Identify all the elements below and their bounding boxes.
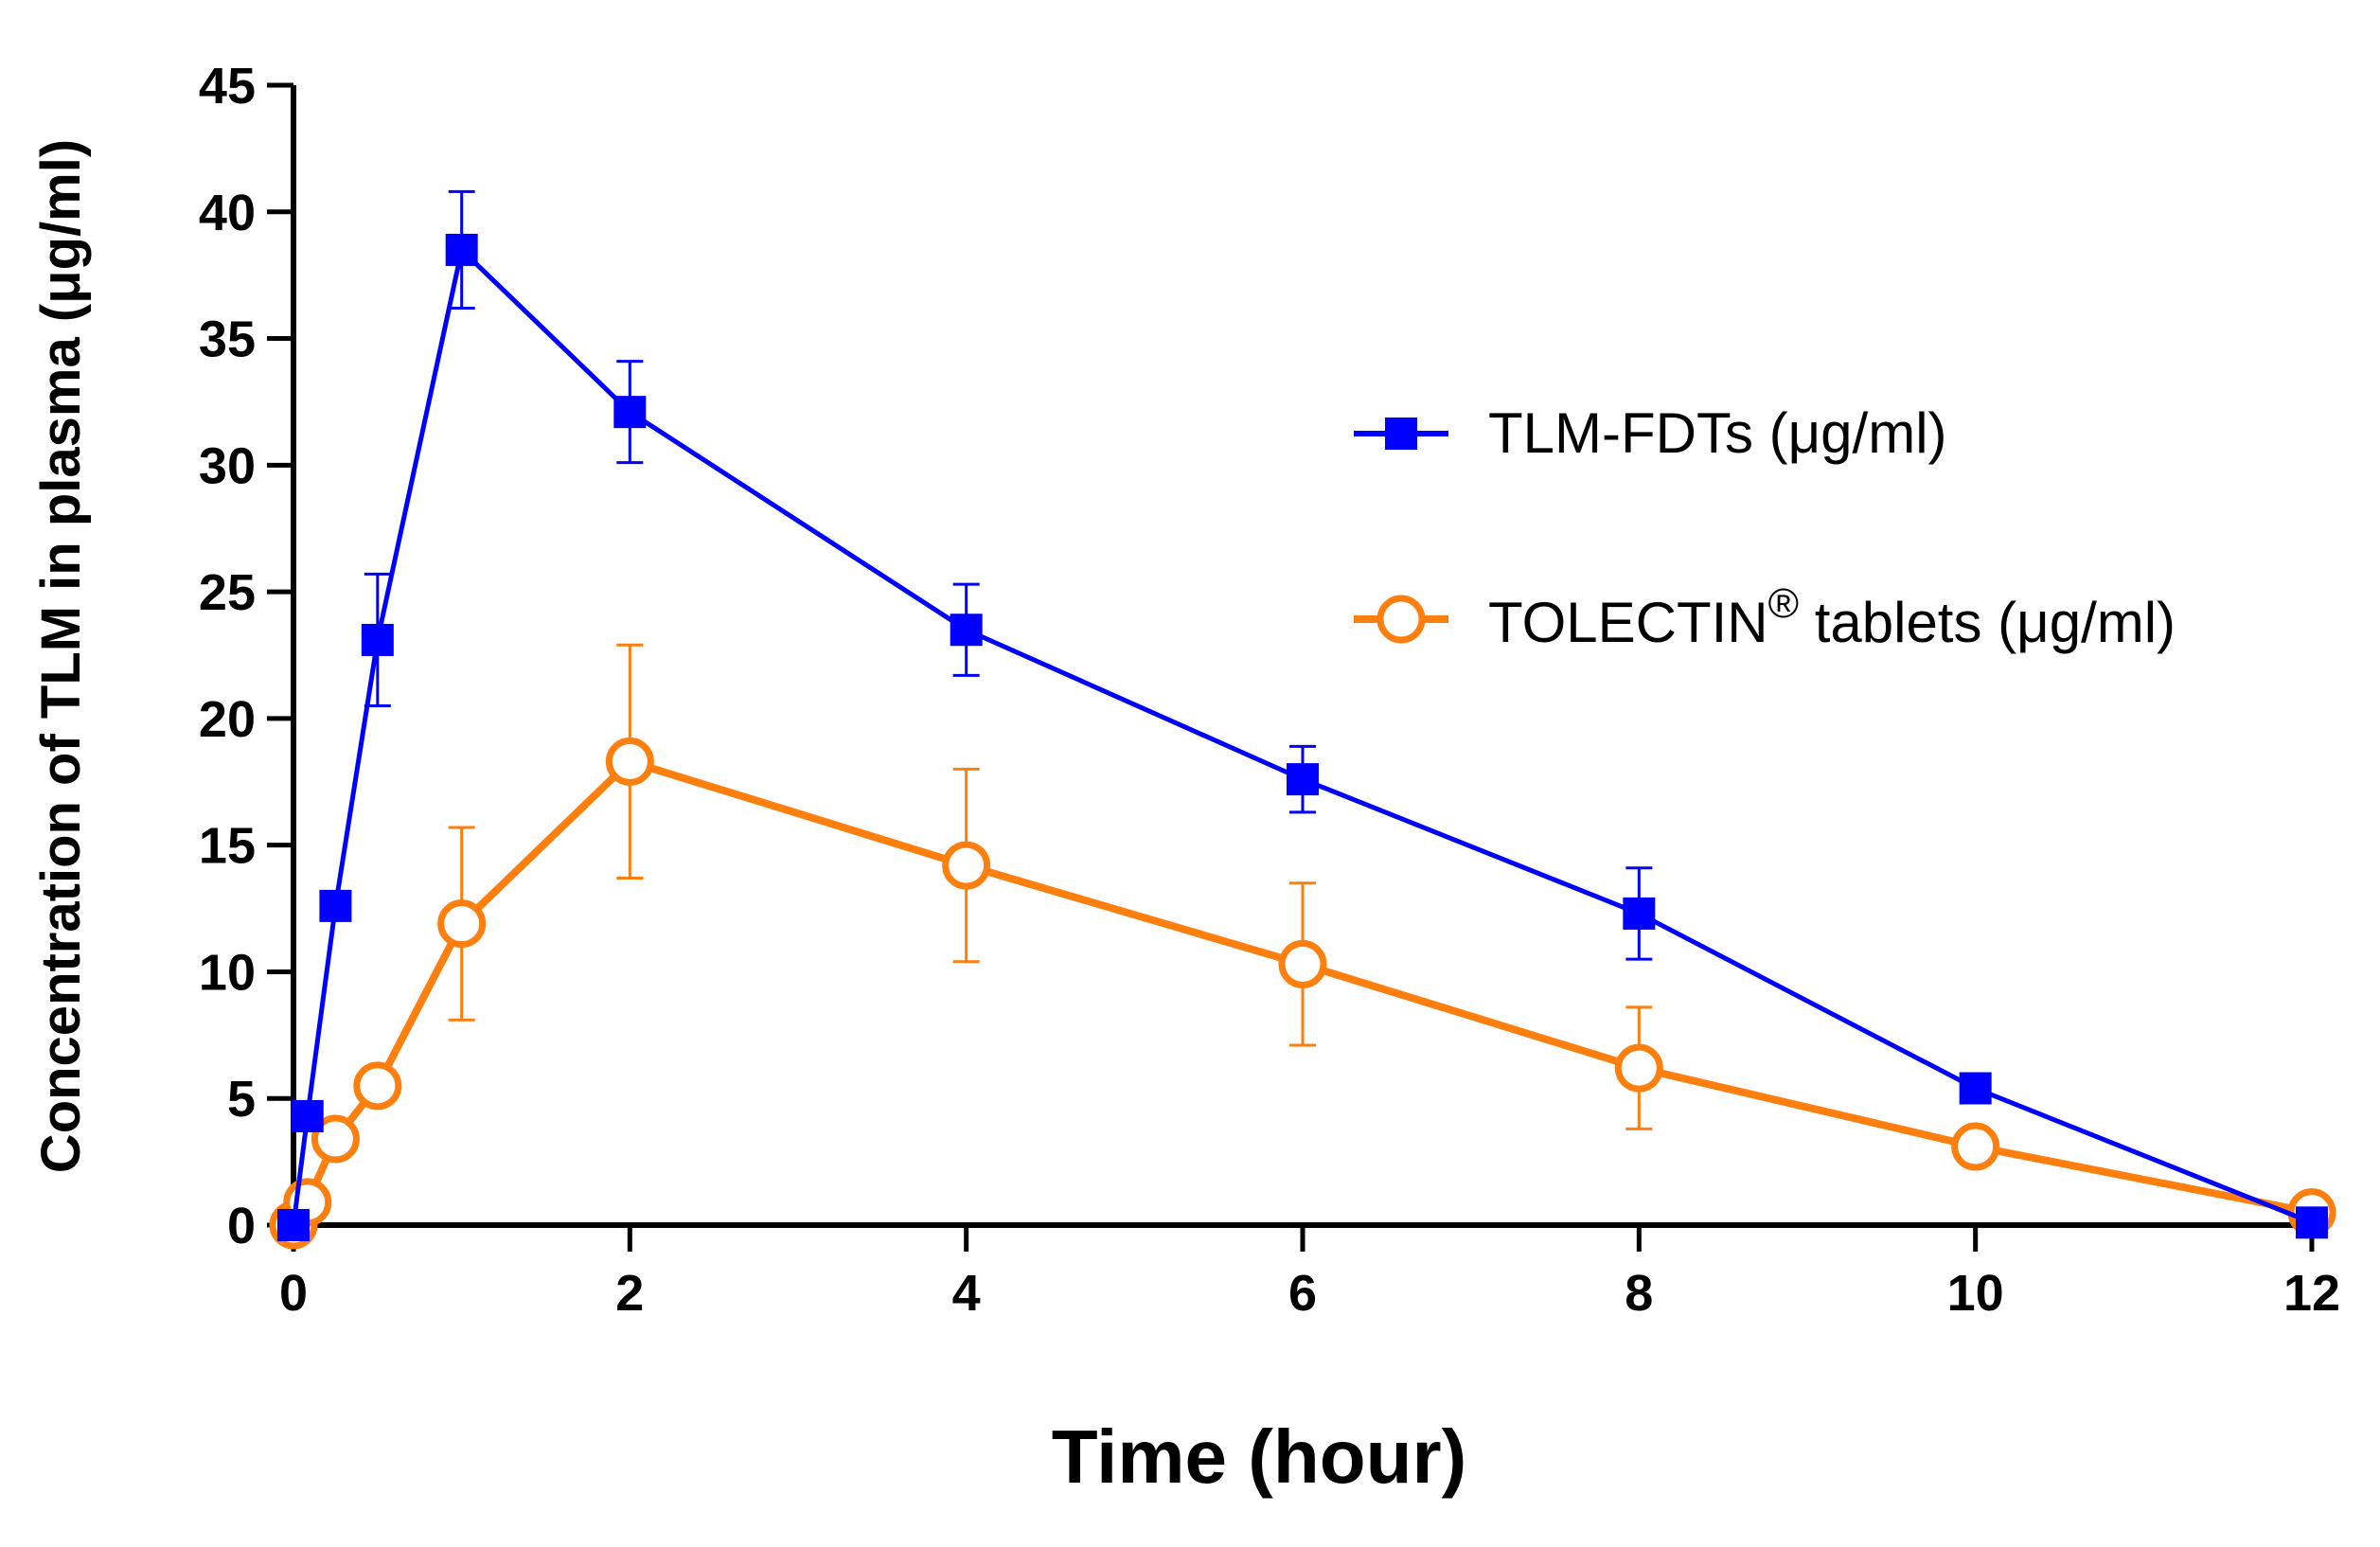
data-point <box>950 613 983 647</box>
series-layer <box>269 189 2336 1250</box>
legend-label-tolectin: TOLECTIN® tablets (μg/ml) <box>1488 580 2176 654</box>
y-tick-label: 30 <box>199 437 256 494</box>
y-tick-label: 0 <box>227 1198 256 1254</box>
data-point <box>1287 763 1319 796</box>
data-point <box>942 841 991 890</box>
x-tick-label: 2 <box>615 1265 644 1322</box>
data-point <box>1614 1043 1663 1093</box>
x-tick-label: 6 <box>1288 1265 1317 1322</box>
series-line <box>291 247 2313 1226</box>
x-tick-label: 0 <box>279 1265 308 1322</box>
y-tick-label: 10 <box>199 944 256 1001</box>
data-point <box>353 1061 402 1111</box>
data-point <box>605 737 654 786</box>
x-tick-label: 4 <box>952 1265 981 1322</box>
data-point <box>291 1099 324 1132</box>
y-tick-label: 40 <box>199 185 256 241</box>
legend-marker-tlm-fdts <box>1385 418 1417 450</box>
y-axis-title: Concentration of TLM in plasma (μg/ml) <box>30 139 92 1173</box>
legend-marker-tolectin <box>1376 595 1426 644</box>
series-tolectin <box>269 643 2336 1250</box>
data-point <box>437 899 487 949</box>
data-point <box>2296 1206 2328 1239</box>
axes: 0 5 10 15 20 25 30 35 40 45 0 2 4 6 8 10 12 <box>199 58 2340 1322</box>
x-tick-label: 12 <box>2283 1265 2340 1322</box>
y-tick-label: 45 <box>199 58 256 115</box>
y-tick-label: 20 <box>199 691 256 748</box>
x-tick-label: 10 <box>1947 1265 2004 1322</box>
data-point <box>361 623 394 656</box>
data-point <box>445 233 478 266</box>
data-point <box>277 1209 310 1241</box>
data-point <box>1951 1122 2000 1171</box>
y-tick-label: 35 <box>199 311 256 368</box>
legend: TLM-FDTs (μg/ml) TOLECTIN® tablets (μg/ml… <box>1354 401 2176 654</box>
y-tick-label: 15 <box>199 818 256 875</box>
legend-label-tlm-fdts: TLM-FDTs (μg/ml) <box>1488 401 1947 465</box>
x-tick-label: 8 <box>1625 1265 1653 1322</box>
x-axis-title: Time (hour) <box>1052 1414 1467 1499</box>
data-point <box>1623 897 1656 930</box>
data-point <box>613 396 647 429</box>
data-point <box>311 1114 360 1164</box>
series-tlm-fdts <box>277 189 2328 1241</box>
data-point <box>1278 939 1327 988</box>
y-tick-label: 25 <box>199 564 256 621</box>
y-tick-label: 5 <box>227 1071 256 1128</box>
data-point <box>319 889 352 922</box>
data-point <box>1959 1072 1992 1105</box>
